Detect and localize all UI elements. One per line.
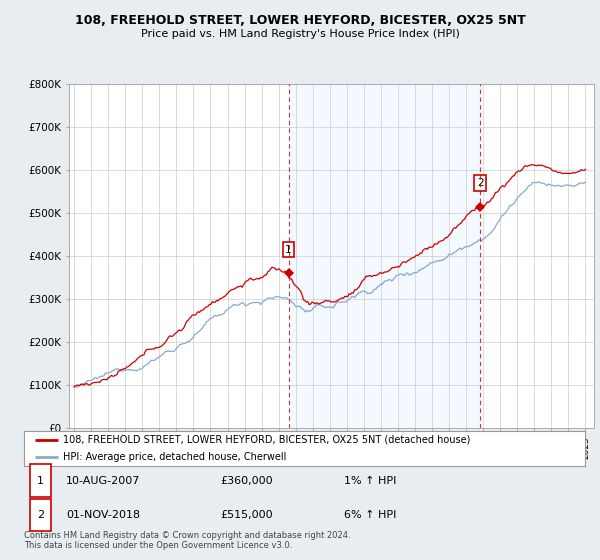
Text: 108, FREEHOLD STREET, LOWER HEYFORD, BICESTER, OX25 5NT (detached house): 108, FREEHOLD STREET, LOWER HEYFORD, BIC… (63, 435, 470, 445)
Text: £360,000: £360,000 (220, 475, 273, 486)
Text: Contains HM Land Registry data © Crown copyright and database right 2024.
This d: Contains HM Land Registry data © Crown c… (24, 531, 350, 550)
Text: HPI: Average price, detached house, Cherwell: HPI: Average price, detached house, Cher… (63, 452, 287, 462)
Text: 1: 1 (37, 475, 44, 486)
Text: 108, FREEHOLD STREET, LOWER HEYFORD, BICESTER, OX25 5NT: 108, FREEHOLD STREET, LOWER HEYFORD, BIC… (74, 14, 526, 27)
Text: 1% ↑ HPI: 1% ↑ HPI (344, 475, 396, 486)
Text: 01-NOV-2018: 01-NOV-2018 (66, 510, 140, 520)
Text: 6% ↑ HPI: 6% ↑ HPI (344, 510, 396, 520)
FancyBboxPatch shape (29, 464, 51, 497)
Text: 2: 2 (37, 510, 44, 520)
Text: 1: 1 (285, 245, 292, 255)
Text: £515,000: £515,000 (220, 510, 273, 520)
Text: 2: 2 (477, 178, 484, 188)
Text: Price paid vs. HM Land Registry's House Price Index (HPI): Price paid vs. HM Land Registry's House … (140, 29, 460, 39)
FancyBboxPatch shape (29, 499, 51, 531)
Bar (289, 84, 481, 428)
Text: 10-AUG-2007: 10-AUG-2007 (66, 475, 140, 486)
